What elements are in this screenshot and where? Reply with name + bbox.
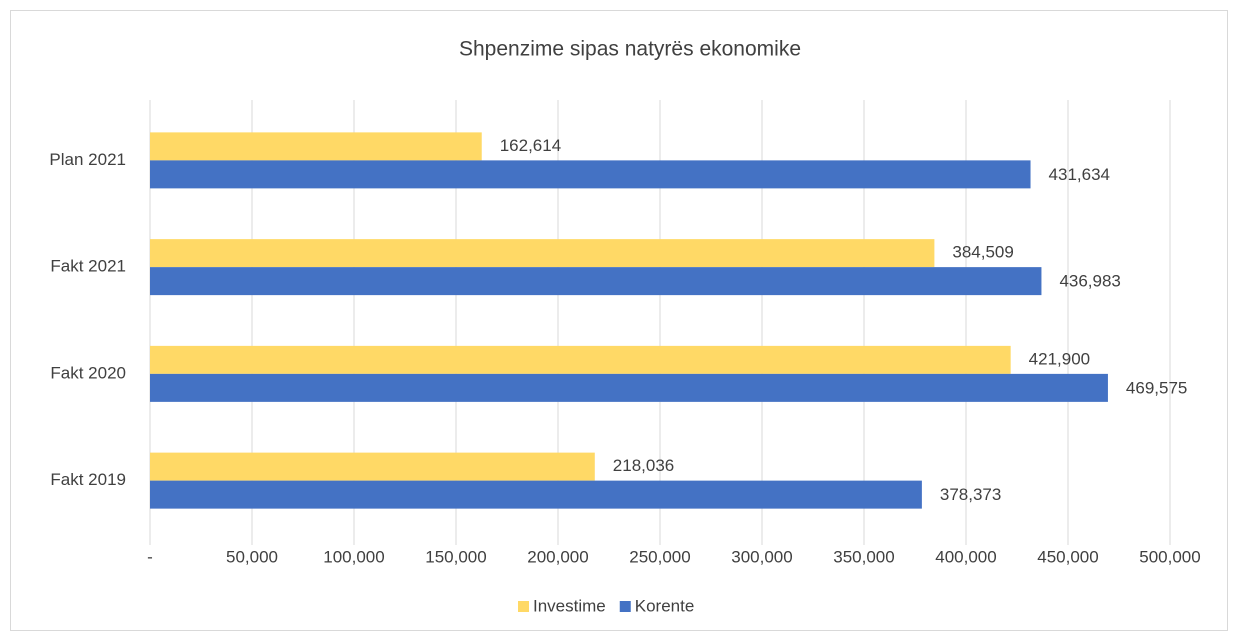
- bar: [150, 239, 935, 268]
- x-tick-label: 300,000: [731, 547, 792, 566]
- data-label: 431,634: [1049, 165, 1110, 184]
- x-tick-label: 500,000: [1139, 547, 1200, 566]
- data-label: 378,373: [940, 485, 1001, 504]
- legend-label: Korente: [635, 596, 695, 615]
- data-label: 421,900: [1029, 349, 1090, 368]
- x-tick-label: 50,000: [226, 547, 278, 566]
- bar: [150, 373, 1108, 402]
- y-tick-label: Fakt 2019: [50, 470, 126, 489]
- x-tick-label: -: [147, 547, 153, 566]
- x-tick-label: 450,000: [1037, 547, 1098, 566]
- chart-border: [10, 10, 1228, 631]
- data-label: 218,036: [613, 456, 674, 475]
- data-label: 436,983: [1059, 272, 1120, 291]
- bar: [150, 345, 1011, 374]
- legend-swatch: [518, 601, 529, 612]
- x-tick-label: 200,000: [527, 547, 588, 566]
- chart-title: Shpenzime sipas natyrës ekonomike: [459, 38, 801, 61]
- data-label: 469,575: [1126, 378, 1187, 397]
- x-tick-label: 250,000: [629, 547, 690, 566]
- y-tick-label: Fakt 2021: [50, 257, 126, 276]
- bar: [150, 132, 482, 161]
- data-label: 384,509: [952, 243, 1013, 262]
- x-tick-label: 150,000: [425, 547, 486, 566]
- y-tick-label: Fakt 2020: [50, 363, 126, 382]
- bar: [150, 160, 1031, 189]
- bar: [150, 452, 595, 481]
- x-tick-label: 400,000: [935, 547, 996, 566]
- y-tick-label: Plan 2021: [49, 150, 126, 169]
- x-tick-label: 100,000: [323, 547, 384, 566]
- data-label: 162,614: [500, 136, 561, 155]
- bar: [150, 267, 1042, 296]
- legend-label: Investime: [533, 596, 606, 615]
- x-tick-label: 350,000: [833, 547, 894, 566]
- legend-swatch: [619, 601, 631, 612]
- bar: [150, 480, 922, 509]
